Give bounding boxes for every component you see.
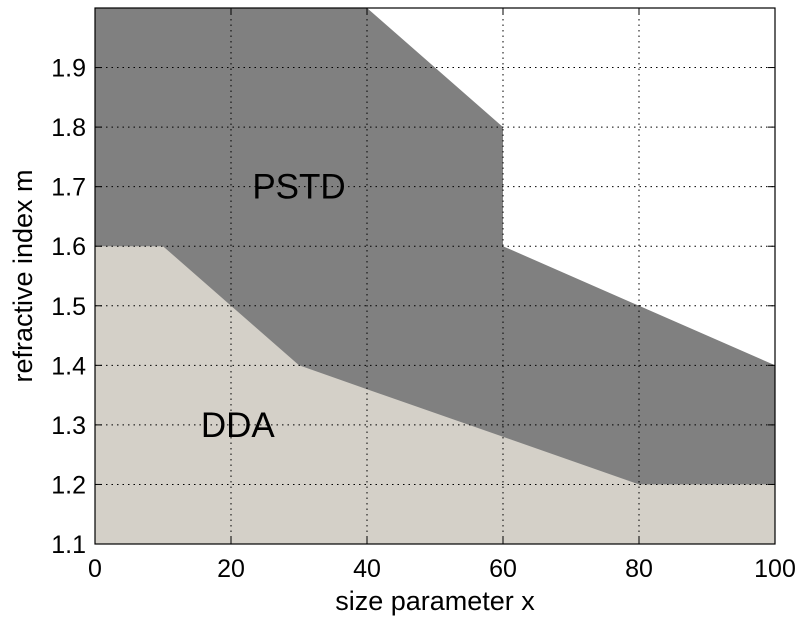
region-dda [95, 246, 775, 544]
y-tick-label: 1.1 [51, 531, 86, 559]
region-label-pstd: PSTD [252, 168, 345, 207]
regions [95, 8, 775, 544]
grid [95, 8, 775, 544]
y-tick-label: 1.6 [51, 233, 86, 261]
x-tick-label: 20 [217, 555, 245, 583]
ticks: 0 20 40 60 80 100 1.1 1.2 1.3 1.4 1.5 1.6 1.7 1.8 1.9 [51, 8, 796, 583]
region-label-dda: DDA [201, 406, 276, 445]
region-labels: PSTD DDA [201, 168, 346, 445]
x-tick-label: 80 [625, 555, 653, 583]
x-tick-label: 40 [353, 555, 381, 583]
y-axis-label: refractive index m [8, 169, 38, 382]
x-axis-label: size parameter x [335, 586, 535, 616]
x-tick-label: 0 [88, 555, 102, 583]
y-tick-label: 1.4 [51, 352, 86, 380]
y-tick-label: 1.9 [51, 55, 86, 83]
y-tick-label: 1.8 [51, 114, 86, 142]
y-tick-label: 1.5 [51, 293, 86, 321]
y-tick-label: 1.7 [51, 174, 86, 202]
x-tick-label: 60 [489, 555, 517, 583]
y-tick-label: 1.3 [51, 412, 86, 440]
plot-frame [94, 7, 776, 545]
y-tick-label: 1.2 [51, 471, 86, 499]
x-tick-label: 100 [754, 555, 796, 583]
